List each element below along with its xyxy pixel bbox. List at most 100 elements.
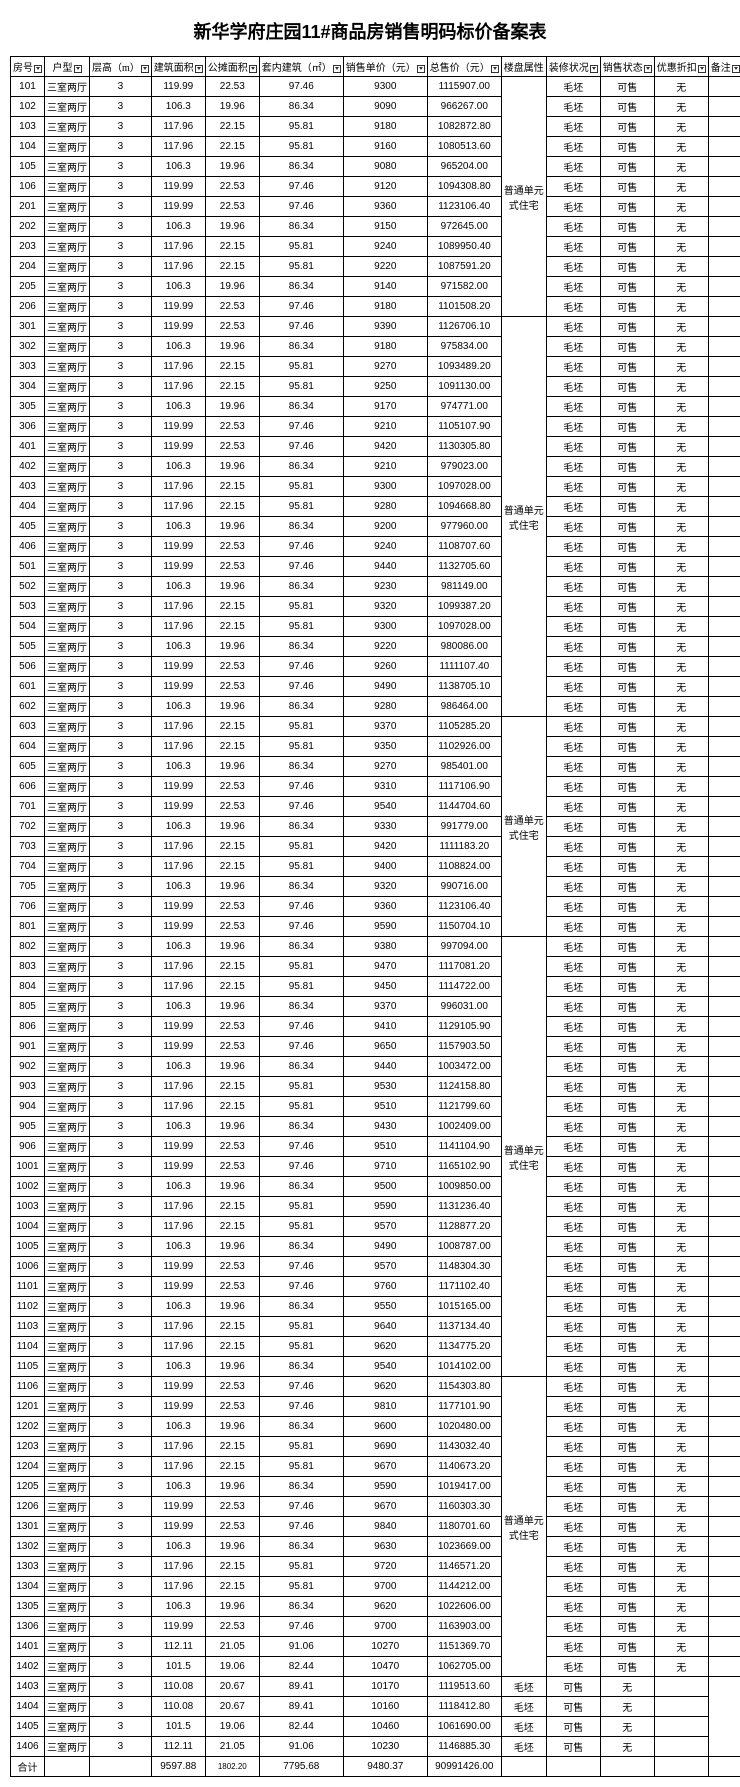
cell-inner: 97.46 xyxy=(259,1497,343,1517)
cell-unit: 10460 xyxy=(343,1717,427,1737)
cell-attr: 普通单元式住宅 xyxy=(501,717,546,937)
header-disc[interactable]: 优惠折扣 xyxy=(654,57,708,77)
cell-total: 1128877.20 xyxy=(427,1217,501,1237)
cell-build: 117.96 xyxy=(151,1077,205,1097)
filter-icon[interactable] xyxy=(644,65,652,73)
table-row: 1403三室两厅3110.0820.6789.41101701119513.60… xyxy=(11,1677,740,1697)
cell-disc: 无 xyxy=(654,1217,708,1237)
filter-icon[interactable] xyxy=(590,65,598,73)
cell-floor: 3 xyxy=(90,537,152,557)
cell-note xyxy=(708,1277,740,1297)
cell-disc: 无 xyxy=(654,1417,708,1437)
cell-sale: 可售 xyxy=(546,1697,600,1717)
cell-sale: 可售 xyxy=(600,417,654,437)
table-row: 803三室两厅3117.9622.1595.8194701117081.20毛坯… xyxy=(11,957,740,977)
header-type[interactable]: 户型 xyxy=(45,57,90,77)
header-unit[interactable]: 销售单价（元） xyxy=(343,57,427,77)
cell-inner: 86.34 xyxy=(259,997,343,1017)
cell-deco: 毛坯 xyxy=(546,877,600,897)
cell-total: 972645.00 xyxy=(427,217,501,237)
table-row: 602三室两厅3106.319.9686.349280986464.00毛坯可售… xyxy=(11,697,740,717)
header-floor[interactable]: 层高（m） xyxy=(90,57,152,77)
cell-build: 117.96 xyxy=(151,377,205,397)
cell-inner: 97.46 xyxy=(259,897,343,917)
cell-deco: 毛坯 xyxy=(546,1097,600,1117)
cell-room: 703 xyxy=(11,837,45,857)
cell-note xyxy=(708,197,740,217)
cell-build: 106.3 xyxy=(151,1597,205,1617)
cell-type: 三室两厅 xyxy=(45,677,90,697)
cell-floor: 3 xyxy=(90,1477,152,1497)
cell-room: 1202 xyxy=(11,1417,45,1437)
cell-disc: 无 xyxy=(654,217,708,237)
filter-icon[interactable] xyxy=(34,65,42,73)
filter-icon[interactable] xyxy=(333,65,341,73)
cell-sale: 可售 xyxy=(600,1197,654,1217)
cell-total-total: 90991426.00 xyxy=(427,1757,501,1777)
cell-total: 1134775.20 xyxy=(427,1337,501,1357)
table-row: 1404三室两厅3110.0820.6789.41101601118412.80… xyxy=(11,1697,740,1717)
filter-icon[interactable] xyxy=(195,65,203,73)
header-total[interactable]: 总售价（元） xyxy=(427,57,501,77)
cell-deco: 毛坯 xyxy=(501,1717,546,1737)
header-room[interactable]: 房号 xyxy=(11,57,45,77)
cell-sale: 可售 xyxy=(600,1517,654,1537)
cell-inner: 95.81 xyxy=(259,237,343,257)
cell-sale: 可售 xyxy=(600,717,654,737)
cell-sale: 可售 xyxy=(600,357,654,377)
cell-floor: 3 xyxy=(90,77,152,97)
cell-share: 22.15 xyxy=(205,1557,259,1577)
cell-note xyxy=(708,117,740,137)
filter-icon[interactable] xyxy=(417,65,425,73)
cell-total: 1121799.60 xyxy=(427,1097,501,1117)
header-inner[interactable]: 套内建筑（㎡） xyxy=(259,57,343,77)
cell-sale: 可售 xyxy=(600,277,654,297)
cell-floor: 3 xyxy=(90,237,152,257)
header-attr: 楼盘属性 xyxy=(501,57,546,77)
cell-sale: 可售 xyxy=(600,177,654,197)
filter-icon[interactable] xyxy=(141,65,149,73)
cell-inner: 95.81 xyxy=(259,1217,343,1237)
header-note[interactable]: 备注 xyxy=(708,57,740,77)
cell-unit: 9220 xyxy=(343,257,427,277)
cell-unit: 9280 xyxy=(343,697,427,717)
table-row: 1105三室两厅3106.319.9686.3495401014102.00毛坯… xyxy=(11,1357,740,1377)
cell-floor: 3 xyxy=(90,177,152,197)
filter-icon[interactable] xyxy=(249,65,257,73)
cell-unit: 9630 xyxy=(343,1537,427,1557)
cell-inner: 97.46 xyxy=(259,197,343,217)
cell-build: 119.99 xyxy=(151,177,205,197)
cell-sale: 可售 xyxy=(600,137,654,157)
cell-unit: 9440 xyxy=(343,557,427,577)
cell-deco: 毛坯 xyxy=(546,1237,600,1257)
header-deco[interactable]: 装修状况 xyxy=(546,57,600,77)
cell-note xyxy=(708,277,740,297)
cell-sale: 可售 xyxy=(600,1597,654,1617)
header-build[interactable]: 建筑面积 xyxy=(151,57,205,77)
cell-deco: 毛坯 xyxy=(546,1037,600,1057)
cell-room: 1005 xyxy=(11,1237,45,1257)
header-sale[interactable]: 销售状态 xyxy=(600,57,654,77)
cell-inner: 95.81 xyxy=(259,1337,343,1357)
table-row: 1004三室两厅3117.9622.1595.8195701128877.20毛… xyxy=(11,1217,740,1237)
table-row: 603三室两厅3117.9622.1595.8193701105285.20普通… xyxy=(11,717,740,737)
cell-deco: 毛坯 xyxy=(546,1457,600,1477)
filter-icon[interactable] xyxy=(74,65,82,73)
cell-total: 990716.00 xyxy=(427,877,501,897)
cell-room: 1206 xyxy=(11,1497,45,1517)
header-share[interactable]: 公摊面积 xyxy=(205,57,259,77)
cell-deco: 毛坯 xyxy=(546,497,600,517)
cell-room: 305 xyxy=(11,397,45,417)
filter-icon[interactable] xyxy=(491,65,499,73)
filter-icon[interactable] xyxy=(698,65,706,73)
table-row: 1304三室两厅3117.9622.1595.8197001144212.00毛… xyxy=(11,1577,740,1597)
cell-build: 117.96 xyxy=(151,1097,205,1117)
cell-build: 106.3 xyxy=(151,1417,205,1437)
cell-deco: 毛坯 xyxy=(546,557,600,577)
filter-icon[interactable] xyxy=(732,65,740,73)
table-row: 1106三室两厅3119.9922.5397.4696201154303.80普… xyxy=(11,1377,740,1397)
cell-total: 1019417.00 xyxy=(427,1477,501,1497)
cell-room: 1103 xyxy=(11,1317,45,1337)
table-row: 1101三室两厅3119.9922.5397.4697601171102.40毛… xyxy=(11,1277,740,1297)
cell-total: 1144212.00 xyxy=(427,1577,501,1597)
